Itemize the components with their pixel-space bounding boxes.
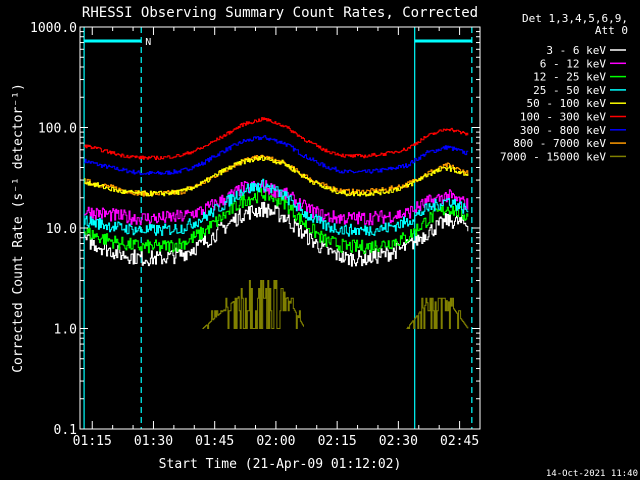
legend-label: 12 - 25 keV (533, 71, 606, 84)
series-300-800-kev (84, 135, 469, 176)
series-line (84, 180, 469, 226)
series-50-100-kev (84, 155, 469, 197)
series-line (84, 155, 469, 197)
data-series (84, 117, 469, 329)
footer-timestamp: 14-Oct-2021 11:40 (546, 469, 638, 479)
y-tick-label: 0.1 (54, 423, 77, 438)
legend-label: 100 - 300 keV (520, 111, 606, 124)
y-tick-label: 1.0 (54, 323, 77, 338)
x-axis-label: Start Time (21-Apr-09 01:12:02) (159, 457, 402, 472)
y-axis: 0.1 1.0 10.0 100.0 1000.0 (30, 21, 480, 438)
x-tick-label: 01:15 (73, 434, 112, 449)
night-markers: N (83, 27, 473, 429)
series-12-25-kev (84, 187, 469, 255)
x-axis: 01:15 01:30 01:45 02:00 02:15 02:30 02:45 (73, 27, 481, 449)
series-25-50-kev (84, 178, 469, 237)
x-tick-label: 02:30 (379, 434, 418, 449)
y-tick-label: 100.0 (38, 122, 77, 137)
series-line (84, 201, 469, 267)
legend-header: Det 1,3,4,5,6,9, (522, 12, 628, 25)
chart-title: RHESSI Observing Summary Count Rates, Co… (82, 5, 478, 21)
night-label: N (145, 37, 151, 48)
y-tick-label: 1000.0 (30, 21, 77, 36)
series-line (84, 135, 469, 176)
y-tick-label: 10.0 (46, 222, 77, 237)
series-100-300-kev (84, 117, 469, 160)
series-line (84, 178, 469, 237)
series-line (84, 187, 469, 255)
legend-label: 50 - 100 keV (527, 97, 607, 110)
series-line (202, 280, 304, 329)
series-line (84, 117, 469, 160)
legend-label: 300 - 800 keV (520, 124, 606, 137)
legend-label: 6 - 12 keV (540, 57, 607, 70)
legend-label: 7000 - 15000 keV (500, 150, 606, 163)
legend-header: Att 0 (595, 24, 628, 37)
y-axis-label: Corrected Count Rate (s⁻¹ detector⁻¹) (11, 83, 26, 373)
series-3-6-kev (84, 201, 469, 267)
series-6-12-kev (84, 180, 469, 226)
legend-label: 3 - 6 keV (546, 44, 606, 57)
legend-label: 800 - 7000 keV (513, 137, 606, 150)
x-tick-label: 02:15 (318, 434, 357, 449)
x-tick-label: 01:45 (195, 434, 234, 449)
legend-label: 25 - 50 keV (533, 84, 606, 97)
series-7000-15000-kev (202, 280, 469, 329)
series-line (406, 297, 469, 329)
x-tick-label: 02:00 (256, 434, 295, 449)
x-tick-label: 02:45 (440, 434, 479, 449)
x-tick-label: 01:30 (134, 434, 173, 449)
